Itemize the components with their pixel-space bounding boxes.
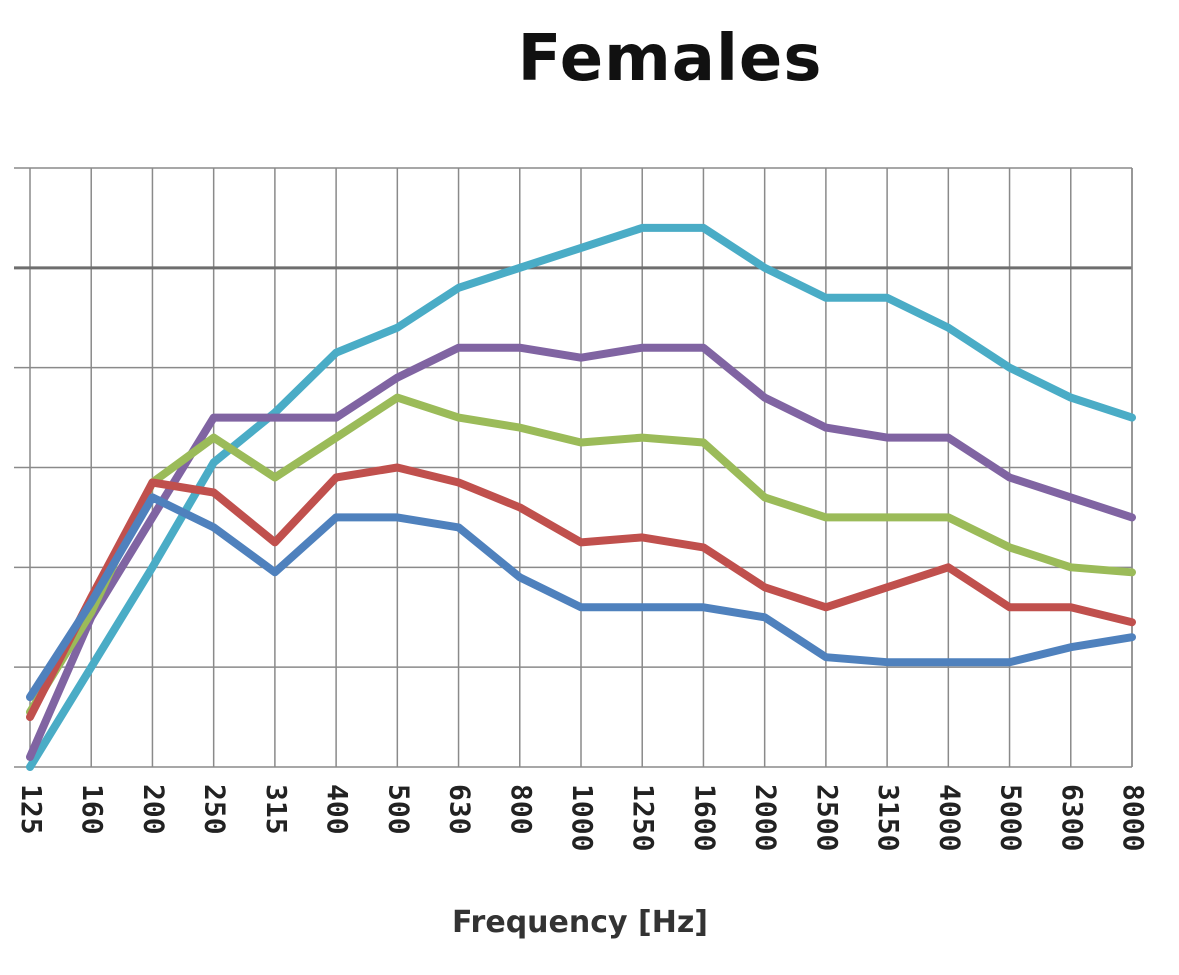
series-line-2 — [26, 343, 1136, 761]
x-tick-label: 500 — [382, 784, 415, 835]
x-tick-label: 800 — [505, 784, 538, 835]
chart-title: Females — [517, 22, 823, 96]
x-tick-label: 6300 — [1056, 784, 1089, 851]
x-tick-label: 630 — [444, 784, 477, 835]
x-tick-label: 2000 — [750, 784, 783, 851]
x-tick-label: 3150 — [872, 784, 905, 851]
x-axis-label: Frequency [Hz] — [452, 905, 708, 940]
series-line-5 — [26, 493, 1136, 702]
x-tick-label: 5000 — [995, 784, 1028, 851]
series-line-3 — [26, 393, 1136, 717]
x-tick-label: 4000 — [933, 784, 966, 851]
x-tick-label: 1250 — [627, 784, 660, 851]
series-line-4 — [26, 463, 1136, 722]
x-tick-label: 8000 — [1117, 784, 1150, 851]
x-tick-label: 1600 — [688, 784, 721, 851]
series-lines — [26, 223, 1136, 771]
x-tick-label: 250 — [199, 784, 232, 835]
x-tick-labels: 125 160 200 250 315 400 500 630 800 1000 1250 1600 2… — [15, 784, 1150, 851]
x-tick-label: 2500 — [811, 784, 844, 851]
x-tick-label: 400 — [321, 784, 354, 835]
series-line-1 — [26, 223, 1136, 771]
x-tick-label: 315 — [260, 784, 293, 835]
x-tick-label: 200 — [137, 784, 170, 835]
x-tick-label: 1000 — [566, 784, 599, 851]
x-tick-label: 125 — [15, 784, 48, 835]
x-tick-label: 160 — [76, 784, 109, 835]
